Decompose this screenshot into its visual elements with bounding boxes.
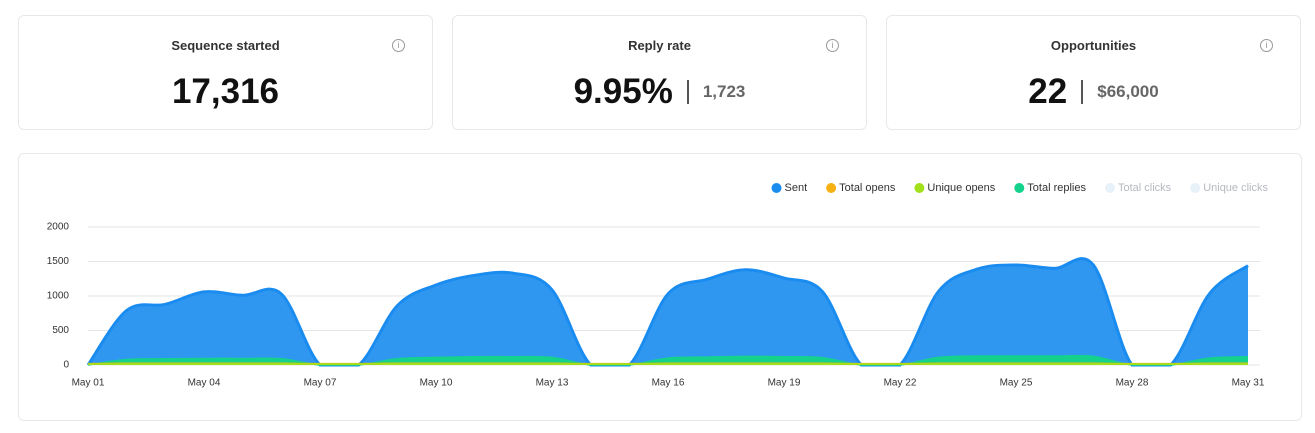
- y-tick-label: 2000: [47, 222, 70, 233]
- legend-swatch: [914, 183, 925, 193]
- separator: [686, 80, 689, 104]
- card-value: 17,316: [171, 72, 280, 111]
- stat-card: Opportunities i 22 $66,000: [886, 15, 1301, 130]
- card-title: Sequence started: [171, 38, 280, 53]
- y-tick-label: 500: [52, 325, 69, 336]
- x-tick-label: May 19: [768, 378, 801, 389]
- separator: [1081, 80, 1084, 104]
- legend-label: Unique opens: [927, 182, 995, 194]
- legend-label: Sent: [785, 182, 808, 194]
- y-tick-label: 0: [63, 360, 69, 371]
- x-tick-label: May 01: [72, 378, 105, 389]
- legend-label: Total replies: [1027, 182, 1086, 194]
- x-tick-label: May 31: [1232, 378, 1265, 389]
- card-secondary: $66,000: [1097, 82, 1159, 101]
- legend-swatch: [1014, 183, 1025, 193]
- y-tick-label: 1500: [47, 256, 70, 267]
- area: [88, 258, 1248, 365]
- x-tick-label: May 10: [420, 378, 453, 389]
- x-tick-label: May 22: [884, 378, 917, 389]
- x-tick-label: May 16: [652, 378, 685, 389]
- legend-label: Unique clicks: [1203, 182, 1268, 194]
- chart-card: [18, 153, 1302, 421]
- info-icon[interactable]: i: [826, 39, 839, 52]
- x-tick-label: May 07: [304, 378, 337, 389]
- x-tick-label: May 04: [188, 378, 221, 389]
- legend-swatch: [771, 183, 782, 193]
- x-tick-label: May 28: [1116, 378, 1149, 389]
- stat-card: Sequence started i 17,316: [18, 15, 433, 130]
- card-title: Reply rate: [628, 38, 691, 53]
- area-line: [87, 354, 1249, 366]
- area-line: [86, 257, 1249, 367]
- legend-swatch: [1190, 183, 1201, 193]
- card-value: 9.95%: [573, 72, 673, 111]
- y-tick-label: 1000: [47, 291, 70, 302]
- stat-card: Reply rate i 9.95% 1,723: [452, 15, 867, 130]
- legend-label: Total clicks: [1118, 182, 1172, 194]
- card-secondary: 1,723: [702, 82, 746, 101]
- card-value: 22: [1028, 72, 1068, 111]
- info-icon[interactable]: i: [392, 39, 405, 52]
- x-tick-label: May 13: [536, 378, 569, 389]
- card-title: Opportunities: [1050, 38, 1137, 53]
- legend-label: Total opens: [839, 182, 896, 194]
- info-icon[interactable]: i: [1260, 39, 1273, 52]
- legend-swatch: [1105, 183, 1115, 193]
- legend-swatch: [826, 183, 837, 193]
- x-tick-label: May 25: [1000, 378, 1033, 389]
